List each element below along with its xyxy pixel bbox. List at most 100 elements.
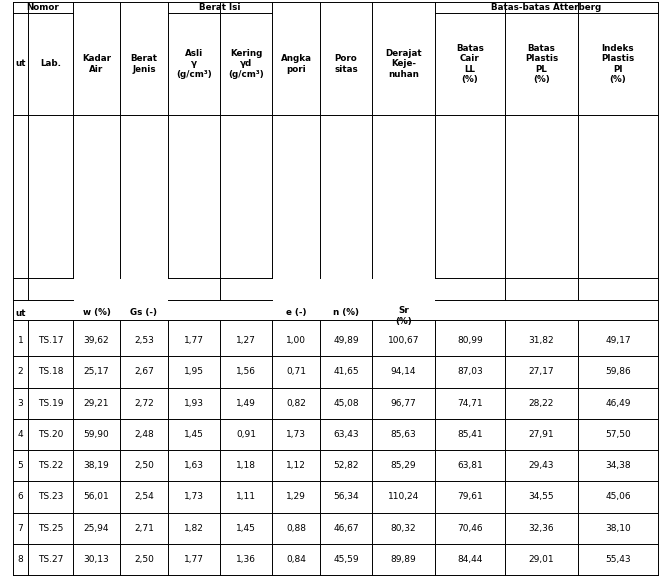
Text: 94,14: 94,14 [391, 367, 416, 377]
Text: Kering
γd
(g/cm³): Kering γd (g/cm³) [228, 49, 264, 79]
Text: 1,00: 1,00 [286, 336, 306, 345]
Text: 28,22: 28,22 [529, 399, 554, 407]
Text: 2,71: 2,71 [134, 524, 154, 533]
Text: TS.25: TS.25 [38, 524, 63, 533]
Text: 63,43: 63,43 [333, 430, 359, 439]
Text: 45,59: 45,59 [333, 555, 359, 564]
Text: 38,19: 38,19 [84, 461, 109, 470]
Text: 29,21: 29,21 [84, 399, 109, 407]
Text: Angka
pori: Angka pori [281, 54, 311, 74]
Text: 79,61: 79,61 [457, 492, 483, 501]
Text: 100,67: 100,67 [388, 336, 419, 345]
Text: 45,08: 45,08 [333, 399, 359, 407]
Text: 2,67: 2,67 [134, 367, 154, 377]
Text: Berat Isi: Berat Isi [200, 3, 241, 12]
Text: TS.23: TS.23 [38, 492, 63, 501]
Text: 38,10: 38,10 [605, 524, 631, 533]
Text: 29,01: 29,01 [529, 555, 555, 564]
Text: 1,73: 1,73 [286, 430, 306, 439]
Text: 3: 3 [18, 399, 23, 407]
Text: 30,13: 30,13 [84, 555, 109, 564]
Text: 46,49: 46,49 [605, 399, 630, 407]
Text: 63,81: 63,81 [457, 461, 483, 470]
Text: 1,11: 1,11 [236, 492, 256, 501]
Text: 85,63: 85,63 [390, 430, 416, 439]
Text: Batas
Cair
LL
(%): Batas Cair LL (%) [456, 44, 484, 84]
Text: 0,91: 0,91 [236, 430, 256, 439]
Text: 49,89: 49,89 [333, 336, 359, 345]
Text: 0,84: 0,84 [286, 555, 306, 564]
Text: 1,93: 1,93 [184, 399, 204, 407]
Text: 87,03: 87,03 [457, 367, 483, 377]
Text: TS.18: TS.18 [38, 367, 63, 377]
Text: e (-): e (-) [286, 308, 307, 318]
Text: TS.20: TS.20 [38, 430, 63, 439]
Text: 85,29: 85,29 [391, 461, 416, 470]
Text: TS.19: TS.19 [38, 399, 63, 407]
Text: 0,88: 0,88 [286, 524, 306, 533]
Text: ut: ut [15, 59, 26, 69]
Text: Gs (-): Gs (-) [130, 308, 158, 318]
Text: 1,12: 1,12 [286, 461, 306, 470]
Text: 57,50: 57,50 [605, 430, 631, 439]
Text: 4: 4 [18, 430, 23, 439]
Text: 41,65: 41,65 [333, 367, 359, 377]
Text: 1,36: 1,36 [236, 555, 256, 564]
Text: 80,99: 80,99 [457, 336, 483, 345]
Text: 25,94: 25,94 [84, 524, 109, 533]
Text: 31,82: 31,82 [529, 336, 555, 345]
Text: 1,77: 1,77 [184, 555, 204, 564]
Text: 85,41: 85,41 [458, 430, 483, 439]
Text: 56,01: 56,01 [84, 492, 109, 501]
Text: Poro
sitas: Poro sitas [334, 54, 358, 74]
Text: TS.17: TS.17 [38, 336, 63, 345]
Text: 49,17: 49,17 [605, 336, 631, 345]
Text: Batas
Plastis
PL
(%): Batas Plastis PL (%) [525, 44, 558, 84]
Text: 25,17: 25,17 [84, 367, 109, 377]
Text: Lab.: Lab. [40, 59, 61, 69]
Text: 74,71: 74,71 [458, 399, 483, 407]
Text: 34,55: 34,55 [529, 492, 555, 501]
Text: 110,24: 110,24 [388, 492, 419, 501]
Text: 2,48: 2,48 [134, 430, 154, 439]
Text: 80,32: 80,32 [391, 524, 416, 533]
Text: 59,86: 59,86 [605, 367, 631, 377]
Text: Berat
Jenis: Berat Jenis [130, 54, 158, 74]
Text: 1,29: 1,29 [286, 492, 306, 501]
Text: 27,91: 27,91 [529, 430, 555, 439]
Text: 70,46: 70,46 [458, 524, 483, 533]
Text: TS.22: TS.22 [38, 461, 63, 470]
Text: 6: 6 [18, 492, 23, 501]
Text: 89,89: 89,89 [390, 555, 416, 564]
Text: 1: 1 [18, 336, 23, 345]
Text: 2,50: 2,50 [134, 555, 154, 564]
Text: 96,77: 96,77 [390, 399, 416, 407]
Text: 55,43: 55,43 [605, 555, 631, 564]
Text: 2,50: 2,50 [134, 461, 154, 470]
Text: Derajat
Keje-
nuhan: Derajat Keje- nuhan [385, 49, 422, 79]
Text: Sr
(%): Sr (%) [395, 306, 412, 326]
Text: 1,56: 1,56 [236, 367, 256, 377]
Text: 56,34: 56,34 [333, 492, 359, 501]
Text: Nomor: Nomor [27, 3, 59, 12]
Text: 34,38: 34,38 [605, 461, 631, 470]
Text: 5: 5 [18, 461, 23, 470]
Text: ut: ut [15, 308, 26, 318]
Text: Indeks
Plastis
PI
(%): Indeks Plastis PI (%) [601, 44, 634, 84]
Text: 27,17: 27,17 [529, 367, 555, 377]
Text: Asli
γ
(g/cm³): Asli γ (g/cm³) [176, 49, 212, 79]
Text: 2,53: 2,53 [134, 336, 154, 345]
Text: 2: 2 [18, 367, 23, 377]
Text: 52,82: 52,82 [333, 461, 358, 470]
Text: 39,62: 39,62 [84, 336, 109, 345]
Text: 59,90: 59,90 [84, 430, 109, 439]
Text: 1,77: 1,77 [184, 336, 204, 345]
Text: 32,36: 32,36 [529, 524, 555, 533]
Text: 1,82: 1,82 [184, 524, 204, 533]
Text: 45,06: 45,06 [605, 492, 631, 501]
Text: 1,95: 1,95 [184, 367, 204, 377]
Text: 8: 8 [18, 555, 23, 564]
Text: Kadar
Air: Kadar Air [82, 54, 111, 74]
Text: n (%): n (%) [333, 308, 359, 318]
Text: TS.27: TS.27 [38, 555, 63, 564]
